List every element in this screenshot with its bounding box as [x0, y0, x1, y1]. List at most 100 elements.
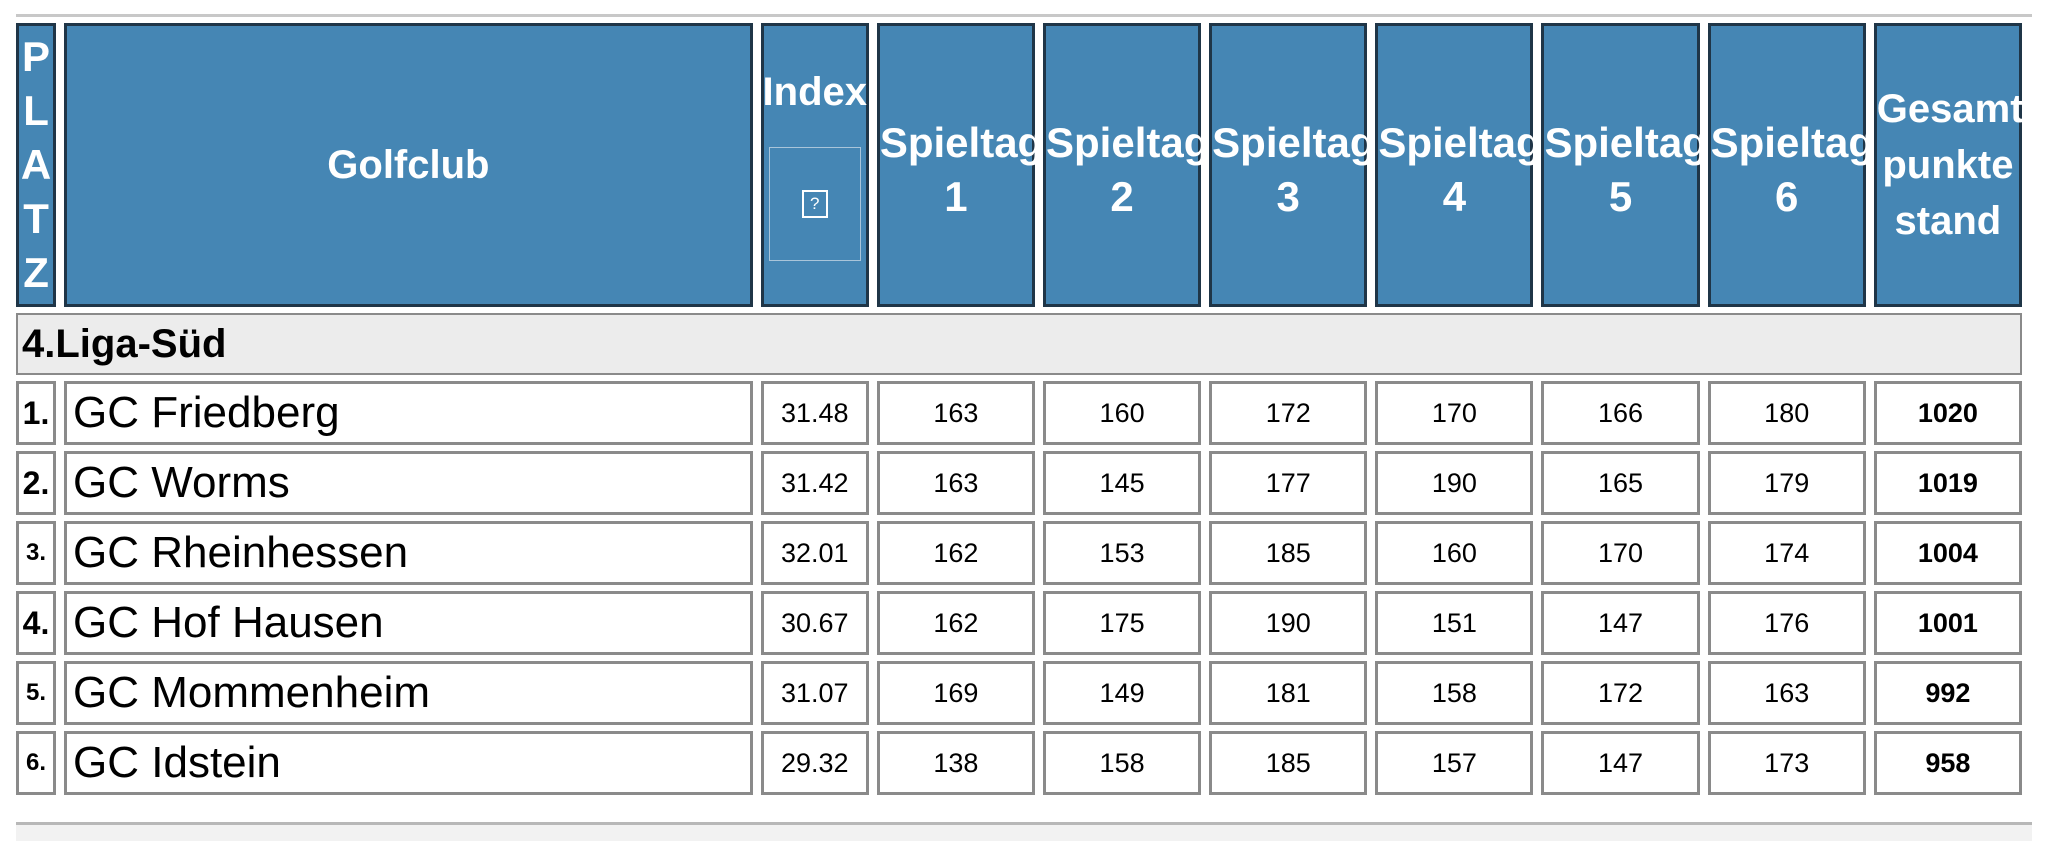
header-spieltag-4: Spieltag 4: [1375, 23, 1542, 307]
table-row: 4. GC Hof Hausen 30.67 162 175 190 151 147 176 10…: [16, 591, 2022, 655]
table-row: 2. GC Worms 31.42 163 145 177 190 165 179 1019: [16, 451, 2022, 515]
spieltag-2-cell: 160: [1043, 381, 1202, 445]
club-name-cell: GC Rheinhessen: [64, 521, 753, 585]
header-spieltag-2: Spieltag 2: [1043, 23, 1209, 307]
club-name-cell: GC Idstein: [64, 731, 753, 795]
spieltag-5-cell: 147: [1541, 731, 1700, 795]
spieltag-number: 2: [1110, 173, 1134, 220]
spieltag-5-cell: 170: [1541, 521, 1700, 585]
spieltag-1-cell: 163: [876, 381, 1035, 445]
ranking-table: P L A T Z Golfclub Index ? Spie: [8, 17, 2030, 801]
spieltag-1-cell: 163: [876, 451, 1035, 515]
header-index: Index ?: [760, 23, 869, 307]
spieltag-word: Spieltag: [1544, 119, 1708, 166]
spieltag-6-cell: 173: [1707, 731, 1866, 795]
index-cell: 31.07: [760, 661, 869, 725]
index-cell: 29.32: [760, 731, 869, 795]
header-golfclub-label: Golfclub: [327, 142, 490, 187]
table-row: 3. GC Rheinhessen 32.01 162 153 185 160 170 174 1…: [16, 521, 2022, 585]
table-row: 6. GC Idstein 29.32 138 158 185 157 147 173 958: [16, 731, 2022, 795]
place-cell: 3.: [16, 521, 57, 585]
total-points-cell: 1019: [1873, 451, 2022, 515]
total-points-cell: 992: [1873, 661, 2022, 725]
spieltag-4-cell: 158: [1375, 661, 1534, 725]
club-name-cell: GC Mommenheim: [64, 661, 753, 725]
header-row: P L A T Z Golfclub Index ? Spie: [16, 23, 2024, 307]
spieltag-5-cell: 165: [1541, 451, 1700, 515]
total-points-cell: 958: [1873, 731, 2022, 795]
header-gesamtpunktestand: Gesamt punkte stand: [1873, 23, 2024, 307]
spieltag-word: Spieltag: [1710, 119, 1874, 166]
spieltag-3-cell: 172: [1209, 381, 1368, 445]
spieltag-6-cell: 174: [1707, 521, 1866, 585]
spieltag-6-cell: 179: [1707, 451, 1866, 515]
spieltag-1-cell: 162: [876, 591, 1035, 655]
header-spieltag-5: Spieltag 5: [1541, 23, 1708, 307]
spieltag-2-cell: 153: [1043, 521, 1202, 585]
place-cell: 6.: [16, 731, 57, 795]
platz-letter: P: [22, 33, 51, 80]
spieltag-5-cell: 166: [1541, 381, 1700, 445]
index-cell: 30.67: [760, 591, 869, 655]
place-cell: 1.: [16, 381, 57, 445]
header-spieltag-6: Spieltag 6: [1707, 23, 1874, 307]
spieltag-5-cell: 147: [1541, 591, 1700, 655]
club-name-cell: GC Worms: [64, 451, 753, 515]
place-cell: 4.: [16, 591, 57, 655]
total-points-cell: 1020: [1873, 381, 2022, 445]
spieltag-number: 6: [1775, 173, 1799, 220]
spieltag-3-cell: 185: [1209, 521, 1368, 585]
spieltag-number: 1: [944, 173, 968, 220]
next-section-edge: [16, 822, 2032, 841]
spieltag-word: Spieltag: [1378, 119, 1542, 166]
spieltag-number: 4: [1442, 173, 1467, 220]
spieltag-2-cell: 149: [1043, 661, 1202, 725]
platz-letter: Z: [23, 249, 49, 296]
index-info-image[interactable]: ?: [768, 147, 861, 261]
ranking-table-wrapper: P L A T Z Golfclub Index ? Spie: [16, 14, 2032, 801]
spieltag-4-cell: 151: [1375, 591, 1534, 655]
platz-letter: A: [20, 141, 52, 188]
spieltag-3-cell: 177: [1209, 451, 1368, 515]
spieltag-6-cell: 176: [1707, 591, 1866, 655]
total-points-cell: 1004: [1873, 521, 2022, 585]
league-title: 4.Liga-Süd: [16, 313, 2022, 375]
index-cell: 32.01: [760, 521, 869, 585]
spieltag-4-cell: 157: [1375, 731, 1534, 795]
header-spieltag-1: Spieltag 1: [876, 23, 1043, 307]
total-points-cell: 1001: [1873, 591, 2022, 655]
spieltag-6-cell: 180: [1707, 381, 1866, 445]
header-index-label: Index: [762, 70, 868, 114]
spieltag-2-cell: 145: [1043, 451, 1202, 515]
platz-letter: T: [23, 195, 49, 242]
spieltag-2-cell: 158: [1043, 731, 1202, 795]
spieltag-word: Spieltag: [879, 119, 1044, 166]
spieltag-word: Spieltag: [1046, 119, 1210, 166]
spieltag-2-cell: 175: [1043, 591, 1202, 655]
index-cell: 31.48: [760, 381, 869, 445]
table-row: 1. GC Friedberg 31.48 163 160 172 170 166 180 102…: [16, 381, 2022, 445]
header-platz: P L A T Z: [16, 23, 57, 307]
place-cell: 2.: [16, 451, 57, 515]
spieltag-4-cell: 160: [1375, 521, 1534, 585]
spieltag-number: 5: [1608, 173, 1633, 220]
spieltag-word: Spieltag: [1212, 119, 1376, 166]
header-spieltag-3: Spieltag 3: [1209, 23, 1376, 307]
spieltag-4-cell: 190: [1375, 451, 1534, 515]
spieltag-5-cell: 172: [1541, 661, 1700, 725]
index-cell: 31.42: [760, 451, 869, 515]
spieltag-1-cell: 138: [876, 731, 1035, 795]
table-row: 5. GC Mommenheim 31.07 169 149 181 158 172 163 99…: [16, 661, 2022, 725]
league-row: 4.Liga-Süd: [16, 313, 2022, 375]
total-head-line: stand: [1894, 199, 2002, 243]
spieltag-6-cell: 163: [1707, 661, 1866, 725]
place-cell: 5.: [16, 661, 57, 725]
spieltag-1-cell: 169: [876, 661, 1035, 725]
platz-letter: L: [23, 87, 49, 134]
broken-image-icon: ?: [801, 190, 828, 218]
spieltag-4-cell: 170: [1375, 381, 1534, 445]
spieltag-3-cell: 181: [1209, 661, 1368, 725]
spieltag-1-cell: 162: [876, 521, 1035, 585]
total-head-line: punkte: [1882, 143, 2014, 187]
club-name-cell: GC Friedberg: [64, 381, 753, 445]
